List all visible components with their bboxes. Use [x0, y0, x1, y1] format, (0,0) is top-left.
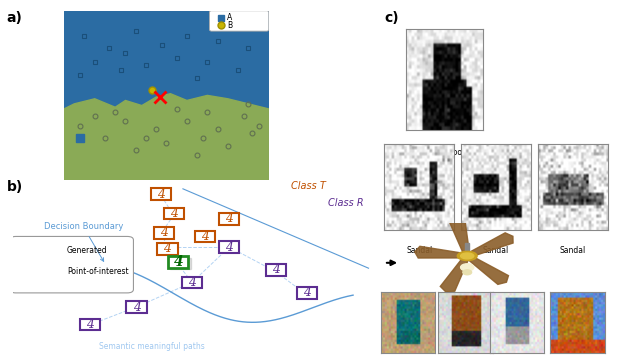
Bar [465, 243, 469, 251]
Text: 4: 4 [28, 244, 35, 257]
Ellipse shape [463, 270, 472, 275]
Text: 4: 4 [132, 301, 141, 314]
Bar [80, 319, 100, 330]
Bar [164, 208, 184, 219]
Bar [154, 227, 175, 239]
Polygon shape [440, 258, 468, 292]
Text: A: A [227, 13, 232, 22]
Text: 4: 4 [225, 240, 234, 253]
Polygon shape [449, 217, 469, 253]
Text: 4: 4 [272, 264, 280, 276]
Bar [170, 257, 191, 269]
Text: Class T: Class T [291, 181, 326, 191]
FancyBboxPatch shape [10, 237, 134, 293]
Bar [151, 188, 172, 200]
Text: Sandal: Sandal [559, 246, 586, 255]
Text: Class R: Class R [328, 198, 364, 208]
Bar [182, 276, 202, 288]
Text: Sandal: Sandal [483, 246, 509, 255]
Text: B: B [227, 21, 232, 30]
Text: 4: 4 [188, 276, 196, 289]
Text: Point-of-interest: Point-of-interest [67, 267, 129, 276]
Text: 4: 4 [47, 244, 56, 257]
Ellipse shape [458, 251, 477, 261]
Polygon shape [64, 94, 269, 180]
Polygon shape [415, 246, 463, 258]
Text: Decision Boundary: Decision Boundary [44, 222, 123, 261]
Polygon shape [468, 256, 508, 284]
Bar [266, 264, 286, 276]
Text: 4: 4 [170, 207, 178, 220]
Text: Sandal: Sandal [406, 246, 433, 255]
Text: 4: 4 [163, 242, 172, 255]
Text: 4: 4 [225, 212, 234, 225]
Text: a): a) [6, 11, 22, 25]
Text: c): c) [384, 11, 399, 25]
Text: Semantic meaningful paths: Semantic meaningful paths [99, 342, 205, 351]
FancyBboxPatch shape [209, 11, 269, 31]
Bar [127, 301, 147, 313]
Bar [24, 268, 38, 276]
Text: 4: 4 [157, 188, 165, 201]
Ellipse shape [461, 264, 474, 271]
Bar [296, 287, 317, 299]
Bar [220, 241, 239, 253]
Ellipse shape [461, 253, 474, 259]
Bar [157, 243, 177, 255]
Text: 4: 4 [200, 230, 209, 243]
Bar [24, 247, 38, 255]
Text: 4: 4 [303, 287, 310, 300]
Bar [45, 247, 58, 255]
Text: 4: 4 [86, 318, 94, 331]
Bar [168, 256, 188, 268]
Text: Ankle boot: Ankle boot [424, 148, 465, 157]
Text: 4: 4 [173, 255, 183, 269]
Bar [220, 213, 239, 225]
Text: b): b) [6, 180, 22, 194]
Text: 4: 4 [161, 226, 168, 239]
Polygon shape [469, 233, 513, 256]
Text: 4: 4 [28, 265, 35, 278]
Text: Generated: Generated [67, 246, 108, 255]
Bar [195, 231, 214, 242]
